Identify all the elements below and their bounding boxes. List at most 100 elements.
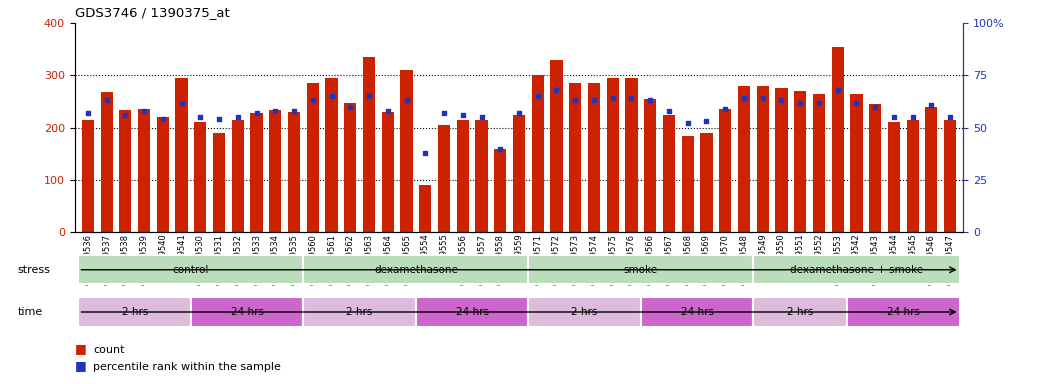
- Text: 2 hrs: 2 hrs: [572, 307, 598, 317]
- Point: [267, 108, 283, 114]
- Bar: [640, 297, 754, 327]
- Bar: [550, 60, 563, 232]
- Point: [680, 121, 696, 127]
- Text: 24 hrs: 24 hrs: [230, 307, 264, 317]
- Point: [136, 108, 153, 114]
- Point: [248, 110, 265, 116]
- Point: [173, 99, 190, 106]
- Bar: [231, 120, 244, 232]
- Text: smoke: smoke: [624, 265, 658, 275]
- Bar: [119, 111, 132, 232]
- Bar: [191, 297, 303, 327]
- Bar: [719, 109, 732, 232]
- Bar: [663, 114, 675, 232]
- Point: [342, 104, 358, 110]
- Bar: [303, 297, 416, 327]
- Bar: [757, 86, 769, 232]
- Bar: [569, 83, 581, 232]
- Bar: [306, 83, 319, 232]
- Point: [641, 98, 658, 104]
- Bar: [831, 46, 844, 232]
- Point: [436, 110, 453, 116]
- Bar: [438, 125, 450, 232]
- Point: [529, 93, 546, 99]
- Point: [99, 98, 115, 104]
- Text: ■: ■: [75, 342, 86, 355]
- Point: [211, 116, 227, 122]
- Bar: [79, 255, 303, 285]
- Bar: [157, 117, 169, 232]
- Point: [585, 98, 602, 104]
- Text: percentile rank within the sample: percentile rank within the sample: [93, 362, 281, 372]
- Bar: [813, 94, 825, 232]
- Point: [473, 114, 490, 120]
- Bar: [457, 120, 469, 232]
- Bar: [906, 120, 919, 232]
- Text: 2 hrs: 2 hrs: [347, 307, 373, 317]
- Point: [155, 116, 171, 122]
- Point: [492, 146, 509, 152]
- Bar: [401, 70, 413, 232]
- Bar: [250, 113, 263, 232]
- Point: [867, 104, 883, 110]
- Bar: [382, 112, 393, 232]
- Bar: [363, 57, 375, 232]
- Text: time: time: [18, 307, 43, 317]
- Point: [848, 99, 865, 106]
- Point: [567, 98, 583, 104]
- Bar: [701, 133, 712, 232]
- Bar: [419, 185, 432, 232]
- Bar: [794, 91, 807, 232]
- Text: 24 hrs: 24 hrs: [456, 307, 489, 317]
- Point: [623, 95, 639, 101]
- Bar: [775, 88, 788, 232]
- Bar: [345, 103, 356, 232]
- Point: [885, 114, 902, 120]
- Bar: [326, 78, 337, 232]
- Point: [80, 110, 97, 116]
- Bar: [754, 255, 959, 285]
- Bar: [513, 114, 525, 232]
- Point: [923, 102, 939, 108]
- Point: [511, 110, 527, 116]
- Text: dexamethasone: dexamethasone: [374, 265, 458, 275]
- Bar: [754, 297, 847, 327]
- Text: 2 hrs: 2 hrs: [787, 307, 814, 317]
- Bar: [925, 107, 937, 232]
- Point: [361, 93, 378, 99]
- Bar: [82, 120, 94, 232]
- Point: [904, 114, 921, 120]
- Bar: [194, 122, 207, 232]
- Bar: [303, 255, 528, 285]
- Point: [699, 118, 715, 124]
- Point: [380, 108, 397, 114]
- Point: [660, 108, 677, 114]
- Point: [604, 95, 621, 101]
- Point: [717, 106, 734, 112]
- Bar: [528, 255, 754, 285]
- Bar: [475, 120, 488, 232]
- Point: [229, 114, 246, 120]
- Text: 24 hrs: 24 hrs: [681, 307, 713, 317]
- Point: [117, 112, 134, 118]
- Point: [792, 99, 809, 106]
- Point: [399, 98, 415, 104]
- Text: count: count: [93, 345, 125, 355]
- Bar: [850, 94, 863, 232]
- Bar: [588, 83, 600, 232]
- Point: [736, 95, 753, 101]
- Text: ■: ■: [75, 359, 86, 372]
- Bar: [887, 122, 900, 232]
- Bar: [416, 297, 528, 327]
- Point: [941, 114, 958, 120]
- Point: [811, 99, 827, 106]
- Bar: [101, 92, 113, 232]
- Text: 2 hrs: 2 hrs: [121, 307, 147, 317]
- Bar: [288, 112, 300, 232]
- Bar: [645, 99, 656, 232]
- Point: [455, 112, 471, 118]
- Bar: [213, 133, 225, 232]
- Point: [192, 114, 209, 120]
- Bar: [625, 78, 637, 232]
- Bar: [869, 104, 881, 232]
